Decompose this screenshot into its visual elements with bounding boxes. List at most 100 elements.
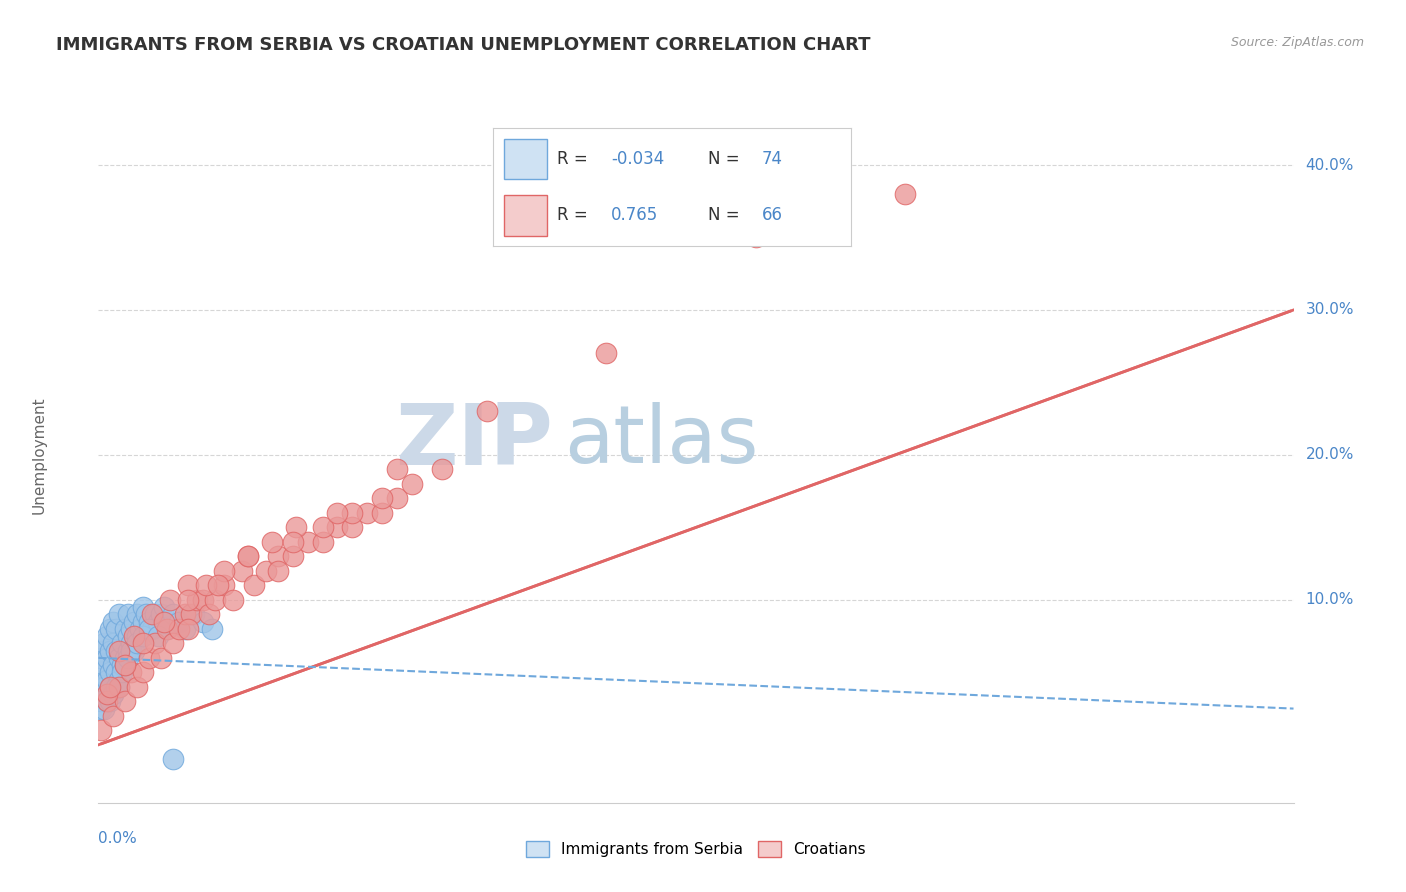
Point [90,723,112,738]
Point [475,404,498,418]
Point [267,564,290,578]
Point [143,636,166,650]
Point [96,694,118,708]
Point [105,643,128,657]
Point [174,622,197,636]
Point [127,629,149,643]
Text: ZIP: ZIP [395,400,553,483]
Point [90,701,112,715]
Point [93,701,115,715]
Point [93,680,115,694]
Point [150,651,173,665]
Point [96,694,118,708]
Point [132,600,155,615]
Point [96,687,118,701]
Point [98,643,122,657]
Text: IMMIGRANTS FROM SERBIA VS CROATIAN UNEMPLOYMENT CORRELATION CHART: IMMIGRANTS FROM SERBIA VS CROATIAN UNEMP… [56,36,870,54]
Text: 30.0%: 30.0% [1306,302,1354,318]
Point [595,346,617,360]
Point [111,636,134,650]
Point [342,506,364,520]
Point [124,615,146,629]
Point [745,230,768,244]
Point [430,462,453,476]
Point [124,643,146,657]
Point [260,534,283,549]
Point [108,680,131,694]
Point [103,687,125,701]
Point [201,622,224,636]
Point [243,578,266,592]
Point [90,643,112,657]
Point [114,658,136,673]
Point [148,615,170,629]
Point [236,549,259,564]
Point [267,549,290,564]
Point [132,636,155,650]
Point [98,680,122,694]
Point [191,592,214,607]
Point [98,680,122,694]
Point [894,187,917,202]
Point [162,752,184,766]
Point [162,607,184,622]
Point [231,564,253,578]
Point [93,636,115,650]
Point [284,520,307,534]
Point [254,564,277,578]
Point [222,592,245,607]
Point [135,607,157,622]
Point [132,629,155,643]
Point [326,520,349,534]
Point [108,680,131,694]
Point [117,607,139,622]
Point [108,607,131,622]
Point [103,636,125,650]
Point [356,506,378,520]
Point [385,462,409,476]
Point [132,665,155,680]
Point [129,622,152,636]
Point [204,592,226,607]
Point [120,643,142,657]
Point [174,607,197,622]
Point [186,592,208,607]
Point [114,622,136,636]
Point [167,622,190,636]
Point [90,680,112,694]
Point [177,622,200,636]
Point [120,622,142,636]
Point [159,592,181,607]
Text: Unemployment: Unemployment [31,396,46,514]
Point [127,607,149,622]
Point [108,643,131,657]
Point [111,665,134,680]
Point [98,622,122,636]
Point [96,687,118,701]
Point [191,615,214,629]
Point [281,534,304,549]
Point [141,607,163,622]
Text: 40.0%: 40.0% [1306,158,1354,172]
Point [162,636,184,650]
Point [90,694,112,708]
Point [281,549,304,564]
Point [117,651,139,665]
Point [138,622,160,636]
Point [127,680,149,694]
Point [90,665,112,680]
Point [114,658,136,673]
Point [401,476,423,491]
Point [132,615,155,629]
Point [108,651,131,665]
Text: Source: ZipAtlas.com: Source: ZipAtlas.com [1230,36,1364,49]
Point [153,615,176,629]
Point [385,491,409,506]
Point [183,607,205,622]
Point [90,651,112,665]
Point [105,665,128,680]
Point [93,694,115,708]
Point [311,534,333,549]
Point [117,629,139,643]
Point [342,520,364,534]
